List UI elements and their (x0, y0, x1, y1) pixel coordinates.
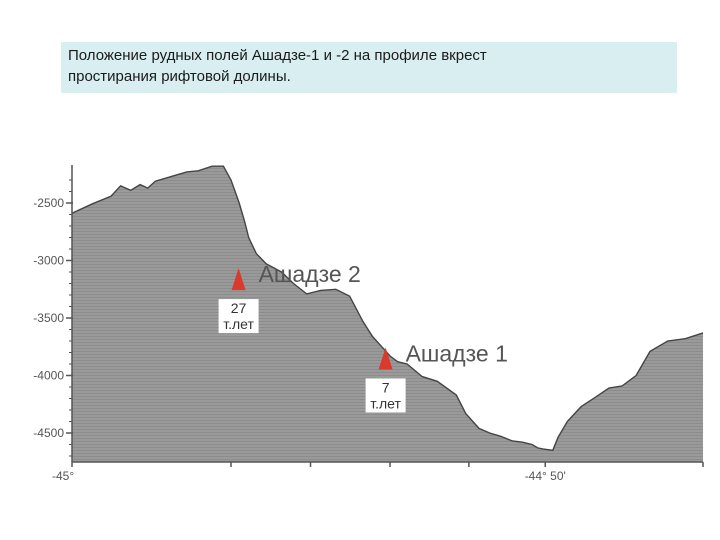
age-box (365, 378, 406, 413)
site-name-label: Ашадзе 1 (406, 340, 508, 366)
terrain-profile-line (71, 165, 704, 452)
y-tick-label: -2500 (33, 196, 64, 210)
terrain-area (72, 166, 703, 462)
hydrothermal-site-marker (231, 268, 246, 291)
age-box (218, 299, 259, 334)
y-tick-label: -3000 (33, 254, 64, 268)
y-tick-label: -3500 (33, 311, 64, 325)
age-label: 7 т.лет (370, 379, 401, 411)
hydrothermal-site-marker (378, 347, 393, 370)
site-name-label: Ашадзе 2 (259, 261, 361, 287)
title-box: Положение рудных полей Ашадзе-1 и -2 на … (61, 42, 677, 93)
x-tick-label: -44° 50' (525, 469, 566, 483)
y-tick-label: -4500 (33, 426, 64, 440)
x-tick-label: -45° (52, 469, 74, 483)
y-tick-label: -4000 (33, 369, 64, 383)
title-line-1: Положение рудных полей Ашадзе-1 и -2 на … (68, 47, 487, 64)
age-label: 27 т.лет (223, 300, 254, 332)
title-line-2: простирания рифтовой долины. (68, 68, 291, 85)
